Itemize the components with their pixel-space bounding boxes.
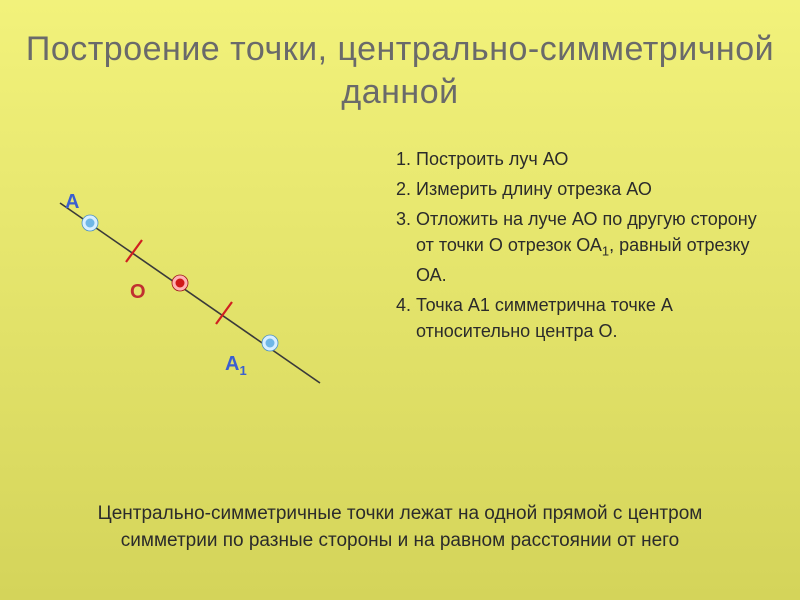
point-a-inner [86,219,95,228]
point-o-inner [176,279,185,288]
step-item: Построить луч АО [416,146,770,172]
step-text: Построить луч АО [416,149,568,169]
label-a1: А1 [225,353,247,378]
label-a1-sub: 1 [239,363,246,378]
content-area: А О А1 Построить луч АО Измерить длину о… [0,113,800,493]
steps-ol: Построить луч АО Измерить длину отрезка … [390,146,770,344]
steps-list: Построить луч АО Измерить длину отрезка … [390,146,770,348]
label-a1-main: А [225,353,239,375]
label-o: О [130,281,146,304]
step-item: Точка А1 симметрична точке А относительн… [416,292,770,344]
slide-title: Построение точки, центрально-симметрично… [0,0,800,113]
bottom-note: Центрально-симметричные точки лежат на о… [50,500,750,555]
point-a-group [82,215,98,231]
label-a: А [65,191,79,214]
step-item: Измерить длину отрезка АО [416,176,770,202]
step-text: Точка А1 симметрична точке А относительн… [416,295,673,341]
step-item: Отложить на луче АО по другую сторону от… [416,206,770,288]
point-o-group [172,275,188,291]
point-a1-group [262,335,278,351]
diagram-svg [30,153,360,433]
symmetry-diagram: А О А1 [30,153,360,433]
slide: Построение точки, центрально-симметрично… [0,0,800,600]
step-text: Измерить длину отрезка АО [416,179,652,199]
step-text: Отложить на луче АО по другую сторону от… [416,209,757,285]
point-a1-inner [266,339,275,348]
ray-line [60,203,320,383]
